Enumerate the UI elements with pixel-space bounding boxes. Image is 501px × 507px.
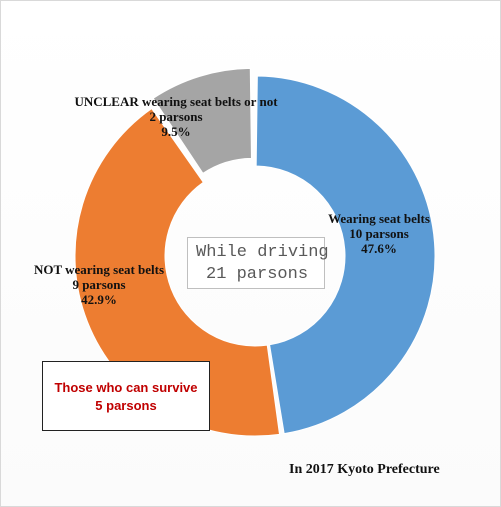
footnote: In 2017 Kyoto Prefecture: [289, 462, 440, 477]
survivable-callout: Those who can survive 5 parsons: [42, 361, 210, 431]
slice-wearing: [255, 75, 436, 435]
label-count: 10 parsons: [349, 226, 409, 241]
data-label-unclear: UNCLEAR wearing seat belts or not 2 pars…: [30, 94, 322, 139]
label-category: NOT wearing seat belts: [33, 262, 165, 277]
callout-line-1: Those who can survive: [54, 380, 198, 395]
label-count: 2 parsons: [149, 109, 203, 124]
label-category: Wearing seat belts: [328, 211, 430, 226]
center-line-1: While driving: [196, 243, 329, 262]
label-percent: 47.6%: [361, 241, 397, 256]
label-category: UNCLEAR wearing seat belts or not: [74, 94, 278, 109]
label-count: 9 parsons: [72, 277, 126, 292]
data-label-wearing: Wearing seat belts 10 parsons 47.6%: [319, 211, 439, 256]
label-percent: 42.9%: [81, 292, 117, 307]
slice-unclear: [152, 67, 252, 175]
callout-line-2: 5 parsons: [95, 398, 157, 413]
label-percent: 9.5%: [161, 124, 191, 139]
center-line-2: 21 parsons: [206, 265, 309, 284]
data-label-not-wearing: NOT wearing seat belts 9 parsons 42.9%: [14, 262, 184, 307]
center-total-box: While driving 21 parsons: [187, 237, 329, 289]
